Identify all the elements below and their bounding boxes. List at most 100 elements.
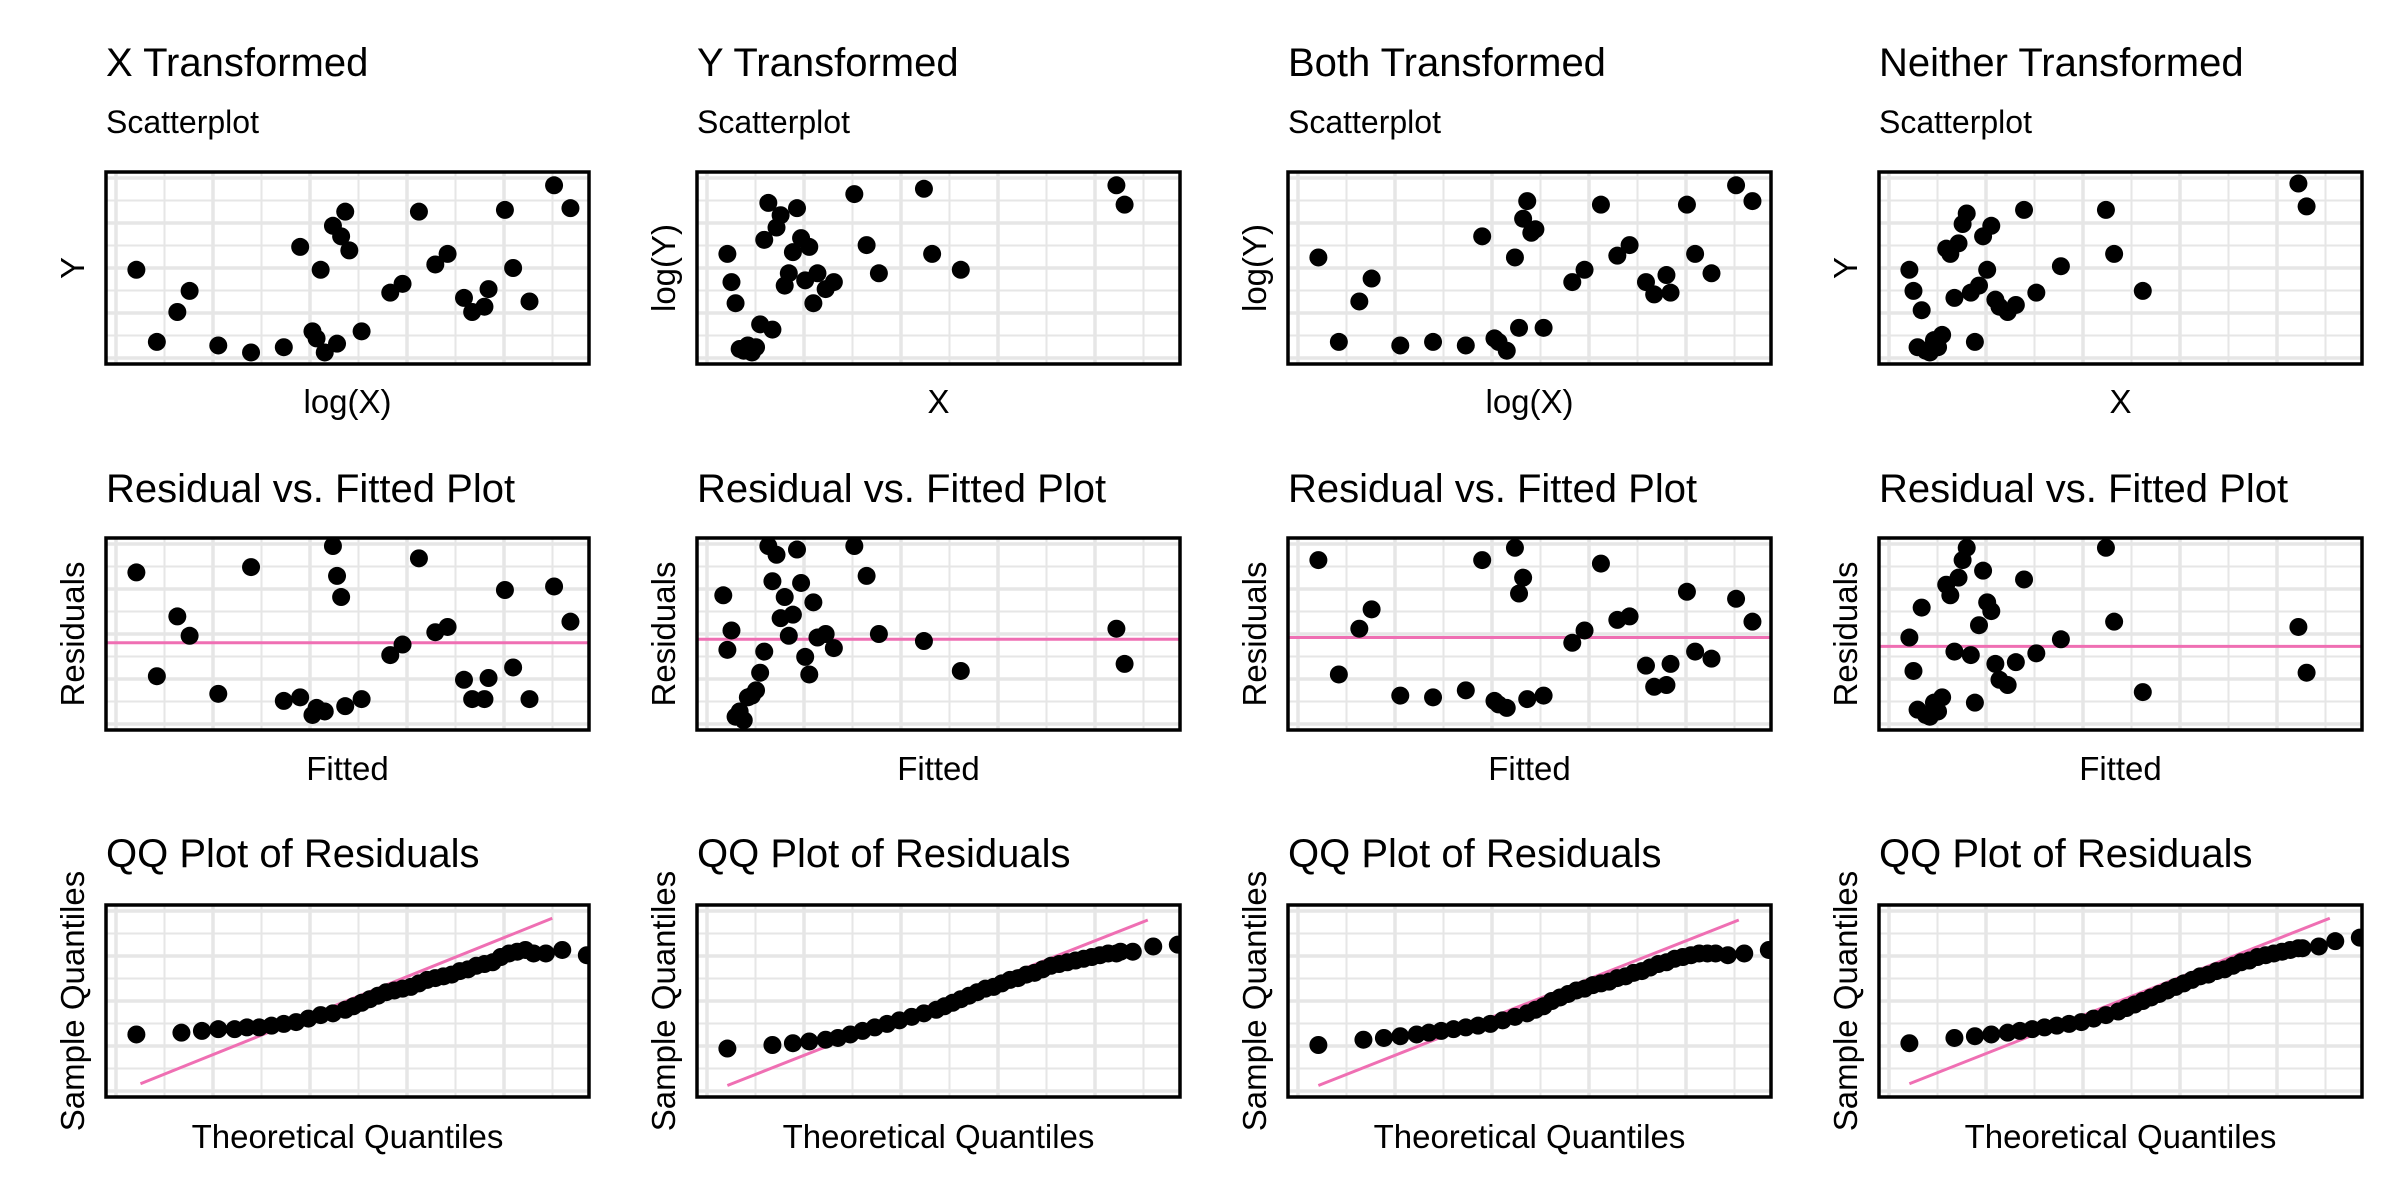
y-axis-label: Residuals xyxy=(54,562,91,707)
data-point xyxy=(2326,932,2345,951)
data-point xyxy=(1900,260,1919,279)
panel-title: QQ Plot of Residuals xyxy=(1288,832,1662,876)
data-point xyxy=(147,667,166,686)
data-point xyxy=(804,294,823,313)
data-point xyxy=(747,338,766,357)
x-axis-label: Fitted xyxy=(2079,750,2162,787)
panel-title: Residual vs. Fitted Plot xyxy=(1288,467,1697,511)
data-point xyxy=(475,690,494,709)
data-point xyxy=(775,588,794,607)
x-axis-label: log(X) xyxy=(303,383,391,420)
data-point xyxy=(1686,642,1705,661)
data-point xyxy=(718,640,737,659)
data-point xyxy=(2096,200,2115,219)
plot-panel-c4-r2: Residual vs. Fitted Plot Fitted Residuals xyxy=(1827,467,2364,787)
data-point xyxy=(1115,195,1134,214)
data-point xyxy=(1743,192,1762,211)
data-point xyxy=(291,237,310,256)
data-point xyxy=(1510,584,1529,603)
data-point xyxy=(520,292,539,311)
data-point xyxy=(1534,318,1553,337)
data-point xyxy=(475,297,494,316)
data-point xyxy=(2015,200,2034,219)
data-point xyxy=(1982,1025,2001,1044)
data-point xyxy=(1591,195,1610,214)
data-point xyxy=(127,563,146,582)
data-point xyxy=(2015,570,2034,589)
data-point xyxy=(800,1032,819,1051)
data-point xyxy=(332,588,351,607)
panel-border xyxy=(695,536,1182,732)
data-point xyxy=(1961,646,1980,665)
data-point xyxy=(242,343,261,362)
x-axis-label: X xyxy=(2109,383,2131,420)
data-point xyxy=(1107,619,1126,638)
data-point xyxy=(1636,656,1655,675)
data-point xyxy=(763,572,782,591)
plot-panel-c4-r1: Neither Transformed Scatterplot X Y xyxy=(1827,41,2364,420)
data-point xyxy=(168,607,187,626)
data-point xyxy=(504,259,523,277)
points xyxy=(127,940,589,1044)
x-axis-label: Theoretical Quantiles xyxy=(1965,1118,2277,1155)
grid xyxy=(106,538,589,730)
data-point xyxy=(857,236,876,255)
plot-panel-c2-r3: QQ Plot of Residuals Theoretical Quantile… xyxy=(645,832,1182,1155)
data-point xyxy=(1354,1030,1373,1049)
data-point xyxy=(1965,1027,1984,1046)
x-axis-label: Theoretical Quantiles xyxy=(192,1118,504,1155)
data-point xyxy=(714,586,733,605)
x-axis-label: Theoretical Quantiles xyxy=(1374,1118,1686,1155)
data-point xyxy=(1608,246,1627,265)
data-point xyxy=(1933,688,1952,707)
panel-title: Residual vs. Fitted Plot xyxy=(1879,467,2288,511)
data-point xyxy=(1718,946,1737,965)
data-point xyxy=(1743,612,1762,631)
data-point xyxy=(438,244,457,263)
points xyxy=(1900,538,2316,726)
data-point xyxy=(180,626,199,645)
y-axis-label: Y xyxy=(1827,257,1864,279)
data-point xyxy=(1362,269,1381,288)
data-point xyxy=(783,605,802,624)
data-point xyxy=(2006,295,2025,314)
data-point xyxy=(504,658,523,677)
data-point xyxy=(454,288,473,307)
data-point xyxy=(1391,686,1410,705)
data-point xyxy=(1969,616,1988,635)
data-point xyxy=(783,243,802,262)
data-point xyxy=(845,538,864,555)
data-point xyxy=(545,176,564,195)
data-point xyxy=(779,264,798,283)
data-point xyxy=(816,625,835,643)
data-point xyxy=(1933,325,1952,344)
data-point xyxy=(1727,176,1746,195)
data-point xyxy=(545,577,564,596)
plot-panel-c3-r1: Both Transformed Scatterplot log(X) log(Y) xyxy=(1236,41,1773,420)
data-point xyxy=(1998,676,2017,695)
data-point xyxy=(1702,649,1721,668)
data-point xyxy=(1575,621,1594,640)
data-point xyxy=(2350,928,2362,947)
data-point xyxy=(2051,630,2070,649)
data-point xyxy=(553,940,572,959)
data-point xyxy=(759,193,778,212)
data-point xyxy=(1473,227,1492,246)
x-axis-label: X xyxy=(927,383,949,420)
data-point xyxy=(914,179,933,198)
plot-panel-c1-r3: QQ Plot of Residuals Theoretical Quantile… xyxy=(54,832,591,1155)
data-point xyxy=(951,260,970,279)
data-point xyxy=(340,241,359,260)
data-point xyxy=(1362,600,1381,619)
data-point xyxy=(1510,318,1529,337)
data-point xyxy=(1677,195,1696,214)
y-axis-label: Sample Quantiles xyxy=(645,871,682,1131)
y-axis-label: Residuals xyxy=(1236,562,1273,707)
data-point xyxy=(127,1025,146,1044)
data-point xyxy=(1904,281,1923,300)
data-point xyxy=(1591,554,1610,573)
panel-subtitle: Scatterplot xyxy=(106,104,259,140)
data-point xyxy=(1518,690,1537,709)
panel-title: QQ Plot of Residuals xyxy=(1879,832,2253,876)
data-point xyxy=(1391,336,1410,355)
